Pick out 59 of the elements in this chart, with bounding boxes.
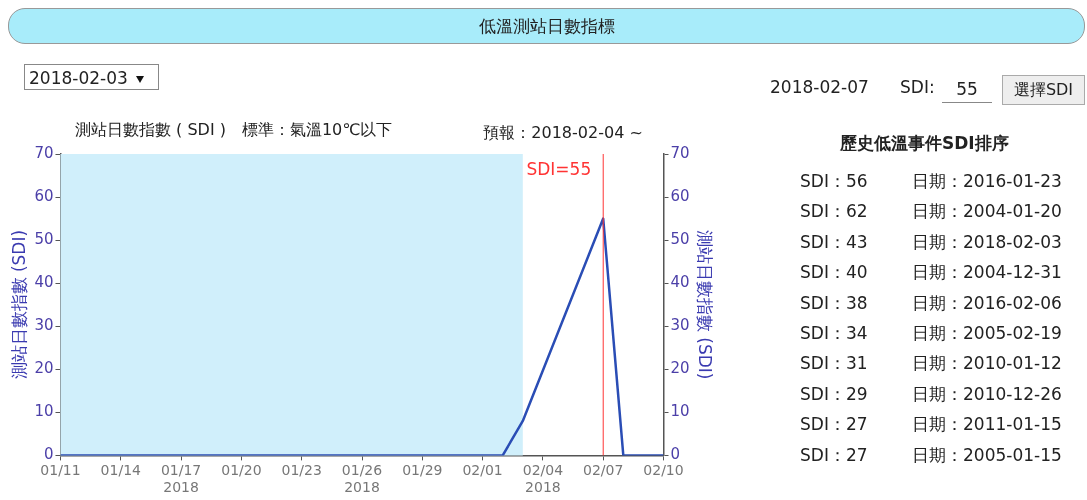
chart-title: 低溫測站日數指標 <box>8 8 1085 44</box>
y2-tick-label: 70 <box>670 143 690 162</box>
text: SDI：27 <box>800 413 868 437</box>
x-tick-label: 01/20 <box>221 462 262 479</box>
text: 日期：2011-01-15 <box>912 413 1062 437</box>
text: 55 <box>942 76 992 103</box>
x-tick-label: 01/17 2018 <box>160 462 202 496</box>
text: SDI：27 <box>800 443 868 467</box>
x-tick-label: 01/23 <box>281 462 322 479</box>
text: SDI：31 <box>800 352 868 376</box>
y2-tick-label: 60 <box>670 186 690 205</box>
text: 日期：2010-12-26 <box>912 382 1062 406</box>
y-tick-label: 70 <box>34 143 54 162</box>
y2-tick-label: 20 <box>670 359 690 378</box>
y2-tick-label: 10 <box>670 402 690 421</box>
text: SDI：56 <box>800 170 868 193</box>
x-tick-label: 01/14 <box>100 462 142 479</box>
text: SDI：34 <box>800 322 868 345</box>
y-tick-label: 40 <box>34 273 54 292</box>
y2-tick-label: 0 <box>670 445 681 464</box>
y-tick-label: 20 <box>34 359 54 378</box>
x-tick-label: 02/10 <box>643 462 684 479</box>
band-label: 預報：2018-02-04 ~ <box>483 123 643 143</box>
y2-tick-label: 30 <box>670 316 690 335</box>
y-tick-label: 30 <box>34 316 54 335</box>
chart-subtitle: 測站日數指數 ( SDI ) 標準：氣溫10℃以下 <box>75 120 393 141</box>
text: 日期：2004-12-31 <box>912 261 1062 285</box>
y-tick-label: 10 <box>34 402 54 421</box>
y2-axis-title: 測站日數指數 (SDI) <box>695 229 716 380</box>
text: SDI：40 <box>800 261 868 285</box>
text: 日期：2004-01-20 <box>912 200 1062 224</box>
x-tick-label: 01/11 <box>40 462 81 479</box>
y2-tick-label: 40 <box>670 273 690 292</box>
text: 日期：2016-02-06 <box>912 291 1062 315</box>
text: 日期：2010-01-12 <box>912 352 1062 376</box>
text: 2018-02-03 <box>24 64 159 90</box>
y-axis-title: 測站日數指數 (SDI) <box>8 229 29 380</box>
x-tick-label: 02/04 2018 <box>522 462 564 496</box>
ref-line-label: SDI=55 <box>526 158 592 179</box>
y-tick-label: 0 <box>43 445 54 464</box>
text: 歷史低溫事件SDI排序 <box>840 132 1009 155</box>
text: 日期：2018-02-03 <box>912 230 1062 254</box>
y-tick-label: 60 <box>34 186 54 205</box>
text: 選擇SDI <box>1002 75 1085 105</box>
y-tick-label: 50 <box>34 230 54 248</box>
text: 日期：2016-01-23 <box>912 170 1062 193</box>
x-tick-label: 02/07 <box>583 462 624 479</box>
text: SDI：29 <box>800 382 868 406</box>
text: 2018-02-07 <box>770 77 869 97</box>
text: SDI：43 <box>800 230 868 254</box>
text: 日期：2005-01-15 <box>912 443 1062 467</box>
text: SDI：38 <box>800 291 868 315</box>
x-tick-label: 01/29 <box>402 462 443 479</box>
x-tick-label: 01/26 2018 <box>341 462 383 496</box>
text: SDI: <box>900 77 935 97</box>
y2-tick-label: 50 <box>670 230 690 248</box>
text: SDI：62 <box>800 200 868 224</box>
text: 日期：2005-02-19 <box>912 322 1062 345</box>
x-tick-label: 02/01 <box>462 462 503 479</box>
